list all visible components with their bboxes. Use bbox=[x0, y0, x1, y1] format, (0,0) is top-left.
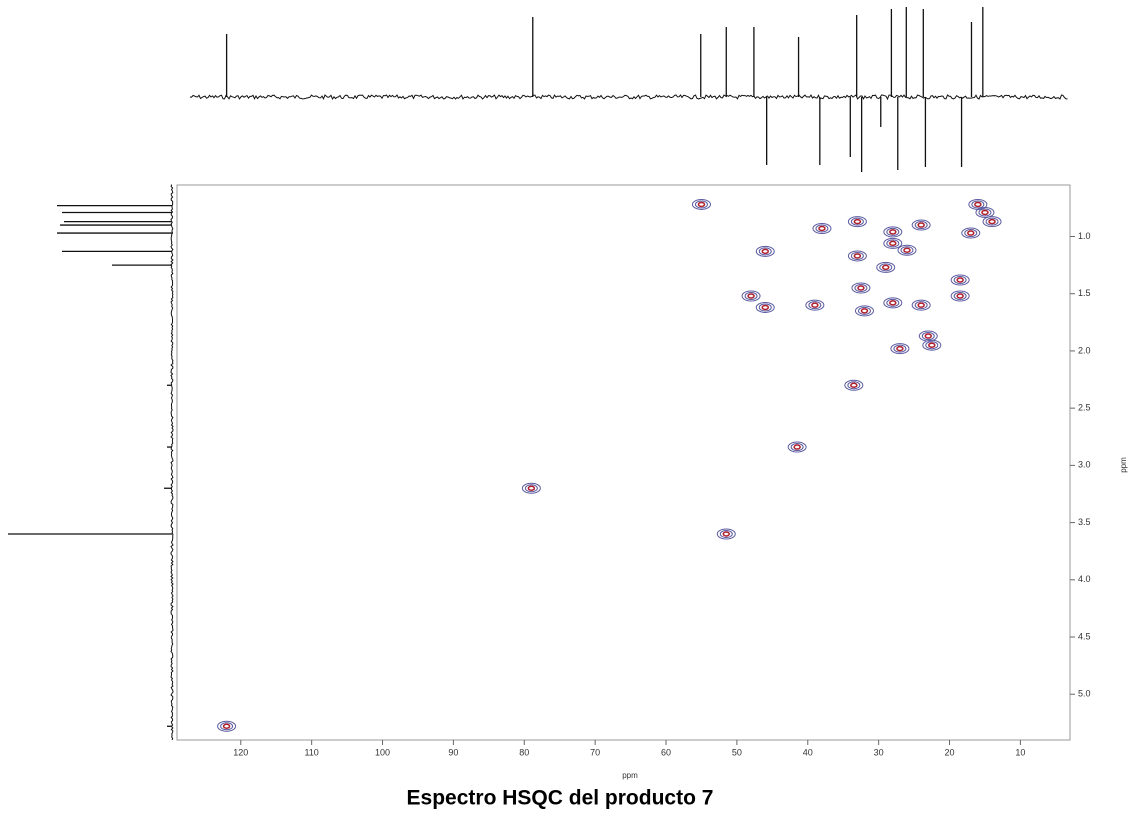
cross-peak bbox=[911, 299, 931, 311]
f2-baseline bbox=[189, 94, 1068, 101]
cross-peak bbox=[911, 219, 931, 231]
cross-peak bbox=[755, 301, 775, 313]
cross-peak bbox=[755, 245, 775, 257]
y-tick-label: 2.0 bbox=[1078, 345, 1091, 355]
x-tick-label: 110 bbox=[304, 747, 318, 757]
x-tick-label: 30 bbox=[874, 747, 884, 757]
cross-peak bbox=[982, 216, 1002, 228]
x-tick-label: 120 bbox=[233, 747, 248, 757]
cross-peak bbox=[844, 379, 864, 391]
cross-peak bbox=[883, 297, 903, 309]
y-tick-label: 5.0 bbox=[1078, 689, 1091, 699]
cross-peak bbox=[897, 244, 917, 256]
cross-peak bbox=[961, 227, 981, 239]
cross-peak bbox=[812, 222, 832, 234]
x-tick-label: 80 bbox=[519, 747, 529, 757]
y-tick-label: 4.0 bbox=[1078, 574, 1091, 584]
cross-peak bbox=[876, 261, 896, 273]
x-tick-label: 10 bbox=[1015, 747, 1025, 757]
y-tick-label: 4.5 bbox=[1078, 631, 1091, 641]
cross-peak bbox=[847, 216, 867, 228]
cross-peak bbox=[691, 198, 711, 210]
cross-peak bbox=[950, 290, 970, 302]
x-tick-label: 40 bbox=[803, 747, 813, 757]
y-tick-label: 3.0 bbox=[1078, 460, 1091, 470]
cross-peak bbox=[716, 528, 736, 540]
cross-peak bbox=[805, 299, 825, 311]
chart-title: Espectro HSQC del producto 7 bbox=[407, 787, 714, 810]
x-axis-label: ppm bbox=[622, 771, 638, 780]
cross-peak bbox=[975, 206, 995, 218]
x-tick-label: 50 bbox=[732, 747, 742, 757]
cross-peak bbox=[883, 226, 903, 238]
cross-peak bbox=[847, 250, 867, 262]
cross-peak bbox=[854, 305, 874, 317]
cross-peak bbox=[787, 441, 807, 453]
x-tick-label: 20 bbox=[945, 747, 955, 757]
cross-peak bbox=[741, 290, 761, 302]
cross-peak bbox=[890, 343, 910, 355]
x-tick-label: 100 bbox=[375, 747, 390, 757]
x-tick-label: 60 bbox=[661, 747, 671, 757]
plot-frame bbox=[176, 184, 1071, 741]
cross-peak bbox=[521, 482, 541, 494]
y-tick-label: 3.5 bbox=[1078, 517, 1091, 527]
cross-peak bbox=[922, 339, 942, 351]
cross-peak bbox=[851, 282, 871, 294]
cross-peak bbox=[883, 237, 903, 249]
f1-baseline bbox=[170, 184, 174, 741]
x-tick-label: 70 bbox=[590, 747, 600, 757]
y-tick-label: 1.0 bbox=[1078, 231, 1091, 241]
y-tick-label: 2.5 bbox=[1078, 403, 1091, 413]
cross-peak bbox=[217, 720, 237, 732]
y-tick-label: 1.5 bbox=[1078, 288, 1091, 298]
cross-peak bbox=[950, 274, 970, 286]
y-axis-label: ppm bbox=[1119, 457, 1128, 473]
cross-peak bbox=[918, 330, 938, 342]
x-tick-label: 90 bbox=[448, 747, 458, 757]
